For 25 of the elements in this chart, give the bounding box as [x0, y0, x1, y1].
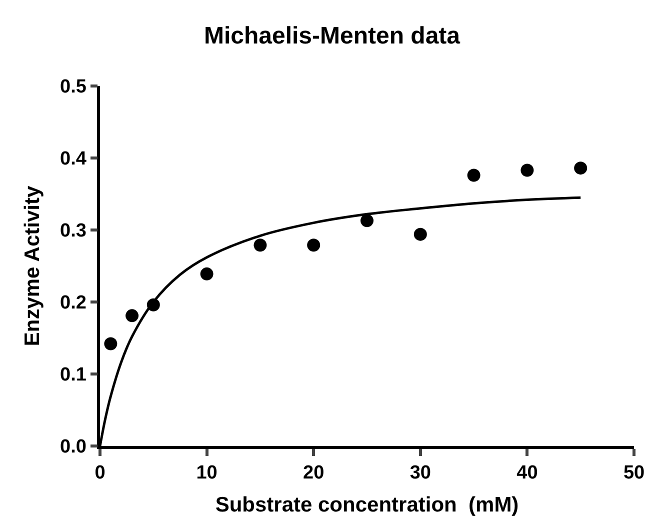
point [307, 238, 320, 252]
x-tick-label: 0 [94, 462, 106, 484]
y-axis-title: Enzyme Activity [21, 186, 44, 346]
point [467, 168, 480, 182]
y-tick-label: 0.5 [60, 76, 87, 98]
y-tick-label: 0.0 [60, 436, 86, 458]
point [574, 162, 588, 175]
x-tick-label: 40 [516, 462, 538, 484]
point [520, 164, 534, 177]
point [104, 337, 118, 350]
point [254, 238, 267, 252]
x-tick-label: 50 [623, 462, 645, 484]
chart-title: Michaelis-Menten data [204, 22, 461, 50]
x-tick-label: 30 [410, 462, 431, 484]
point [200, 267, 214, 280]
y-tick-label: 0.3 [60, 220, 86, 242]
y-tick-label: 0.4 [60, 148, 87, 170]
point [360, 214, 374, 228]
x-tick-label: 10 [196, 462, 218, 484]
point [414, 228, 427, 241]
point [126, 309, 139, 322]
x-tick-label: 20 [303, 462, 324, 484]
y-tick-label: 0.2 [60, 292, 86, 314]
y-tick-label: 0.1 [60, 364, 87, 386]
x-axis-title: Substrate concentration (mM) [215, 494, 519, 517]
